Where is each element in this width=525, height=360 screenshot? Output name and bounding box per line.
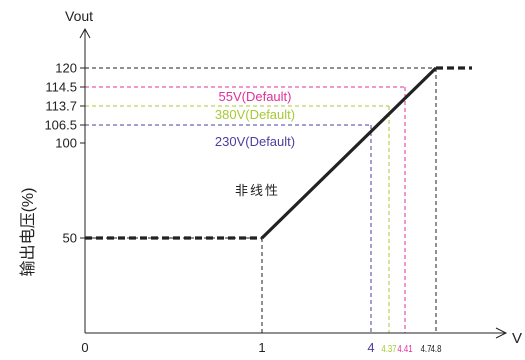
y-tick-label-1: 100	[55, 136, 77, 151]
x-tick-label-3: 4.37	[381, 343, 396, 354]
x-axis-title: V	[512, 330, 522, 347]
axes	[79, 27, 508, 339]
y-tick-label-3: 113.7	[45, 99, 77, 114]
y-axis-arrow	[79, 27, 91, 39]
y-axis-title: Vout	[65, 8, 93, 24]
voltage-curve	[85, 66, 472, 240]
curve-segment-1	[260, 66, 438, 240]
reference-label-0: 55V(Default)	[219, 89, 292, 104]
x-axis-arrow	[495, 327, 508, 339]
x-tick-labels: 0 1 4 4.37 4.41 4.7 4.8	[81, 340, 441, 355]
x-tick-label-2: 4	[367, 340, 374, 355]
x-tick-label-1: 1	[258, 340, 265, 355]
x-tick-label-6: 4.8	[431, 343, 442, 354]
y-tick-label-2: 106.5	[44, 118, 77, 133]
reference-label-2: 230V(Default)	[215, 134, 295, 149]
region-label: 非线性	[235, 183, 280, 198]
x-tick-label-4: 4.41	[397, 343, 412, 354]
y-tick-label-4: 114.5	[45, 80, 77, 95]
y-tick-label-5: 120	[55, 61, 77, 76]
y-tick-label-0: 50	[63, 231, 77, 246]
x-tick-label-5: 4.7	[421, 343, 432, 354]
y-tick-labels: 50 100 106.5 113.7 114.5 120	[44, 61, 85, 246]
x-tick-label-0: 0	[81, 340, 88, 355]
reference-label-1: 380V(Default)	[215, 107, 295, 122]
reference-labels: 55V(Default) 380V(Default) 230V(Default)	[215, 89, 295, 149]
y-axis-side-label: 输出电压(%)	[19, 188, 37, 277]
